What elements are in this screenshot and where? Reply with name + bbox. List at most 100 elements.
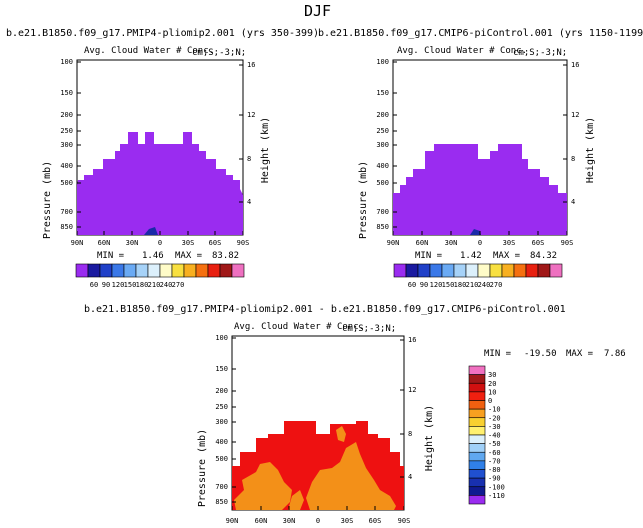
colorbar-swatch — [468, 495, 486, 505]
colorbar-swatch — [468, 374, 486, 384]
colorbar-label: 0 — [488, 397, 492, 405]
panel1-ytick: 100 — [60, 58, 73, 66]
panel2-units: cm;S;-3;N; — [513, 48, 568, 58]
panel3-min-label: MIN = — [484, 349, 512, 359]
panel1-units: cm;S;-3;N; — [192, 48, 247, 58]
colorbar-swatch — [441, 263, 455, 278]
panel2-subtitle: Avg. Cloud Water # Conc. — [397, 46, 528, 56]
colorbar-label: -70 — [488, 457, 501, 465]
colorbar-label: 10 — [488, 388, 496, 396]
colorbar-swatch — [525, 263, 539, 278]
panel2-ylabel: Pressure (mb) — [358, 161, 369, 239]
colorbar-swatch — [453, 263, 467, 278]
panel3-ytick: 250 — [215, 403, 228, 411]
panel2-y2tick: 12 — [571, 111, 579, 119]
colorbar-label: 20 — [488, 380, 496, 388]
colorbar-label: -60 — [488, 449, 501, 457]
colorbar-label: 60 — [90, 281, 98, 289]
panel1-min: 1.46 — [142, 251, 164, 261]
colorbar-swatch — [468, 426, 486, 436]
panel2-ytick: 250 — [376, 127, 389, 135]
panel2-xtick: 90S — [561, 239, 574, 247]
panel1-xtick: 90S — [237, 239, 250, 247]
colorbar-label: -90 — [488, 475, 501, 483]
panel1-xtick: 60N — [98, 239, 111, 247]
panel1-colorbar: 60 90 120 150 180 210 240 270 — [75, 263, 245, 289]
panel3-y2tick: 16 — [408, 336, 416, 344]
panel3-field-orange-5 — [288, 490, 304, 510]
colorbar-swatch — [159, 263, 173, 278]
colorbar-swatch — [123, 263, 137, 278]
panel2-title: b.e21.B1850.f09_g17.CMIP6-piControl.001 … — [318, 28, 643, 39]
panel2-plot: 100 150 200 250 300 400 500 700 850 16 1… — [358, 58, 596, 247]
panel1-y2tick: 16 — [247, 61, 255, 69]
panel3-ytick: 700 — [215, 483, 228, 491]
panel1-xtick: 30S — [182, 239, 195, 247]
panel3-xtick: 30N — [283, 517, 296, 525]
panel3-min: -19.50 — [524, 349, 557, 359]
colorbar-swatch — [468, 443, 486, 453]
colorbar-swatch — [147, 263, 161, 278]
panel2-min-label: MIN = — [415, 251, 443, 261]
colorbar-swatch — [417, 263, 431, 278]
panel2-xtick: 60S — [532, 239, 545, 247]
panel2-min: 1.42 — [460, 251, 482, 261]
panel3-field-orange-2 — [256, 490, 280, 510]
colorbar-swatch — [537, 263, 551, 278]
panel2-ytick: 200 — [376, 111, 389, 119]
colorbar-label: 240 — [160, 281, 173, 289]
panel3-ytick: 100 — [215, 334, 228, 342]
panel1-plot: 100 150 200 250 300 400 500 700 850 16 1… — [42, 58, 271, 247]
panel1-max-label: MAX = — [175, 251, 203, 261]
panel1-ytick: 250 — [60, 127, 73, 135]
panel1-xtick: 30N — [126, 239, 139, 247]
panel3-ytick: 400 — [215, 438, 228, 446]
colorbar-swatch — [468, 365, 486, 375]
colorbar-swatch — [183, 263, 197, 278]
colorbar-swatch — [477, 263, 491, 278]
colorbar-label: 120 — [430, 281, 443, 289]
colorbar-swatch — [219, 263, 233, 278]
colorbar-label: -10 — [488, 406, 501, 414]
colorbar-swatch — [429, 263, 443, 278]
panel2-y2tick: 8 — [571, 155, 575, 163]
colorbar-swatch — [171, 263, 185, 278]
panel1-ytick: 700 — [60, 208, 73, 216]
panel3-xtick: 60N — [255, 517, 268, 525]
colorbar-label: -110 — [488, 492, 505, 500]
panel3-ytick: 500 — [215, 455, 228, 463]
colorbar-label: -30 — [488, 423, 501, 431]
panel1-ytick: 150 — [60, 89, 73, 97]
colorbar-label: 180 — [454, 281, 467, 289]
colorbar-swatch — [111, 263, 125, 278]
colorbar-label: -40 — [488, 432, 501, 440]
colorbar-label: -20 — [488, 414, 501, 422]
colorbar-swatch — [468, 451, 486, 462]
panel1-xtick: 60S — [209, 239, 222, 247]
colorbar-swatch — [393, 263, 407, 278]
panel3-max: 7.86 — [604, 349, 626, 359]
colorbar-swatch — [468, 460, 486, 470]
panel2-ytick: 300 — [376, 141, 389, 149]
panel1-ytick: 400 — [60, 162, 73, 170]
panel1-max: 83.82 — [212, 251, 240, 261]
panel3-units: cm;S;-3;N; — [342, 324, 397, 334]
panel2-low-patch — [470, 229, 481, 235]
panel1-min-label: MIN = — [97, 251, 125, 261]
panel1-y2tick: 8 — [247, 155, 251, 163]
panel3-ytick: 200 — [215, 387, 228, 395]
colorbar-swatch — [207, 263, 221, 278]
colorbar-swatch — [468, 469, 486, 479]
colorbar-swatch — [468, 477, 486, 488]
panel3-xtick: 60S — [369, 517, 382, 525]
panel1-y2tick: 4 — [247, 198, 251, 206]
panel2-ytick: 150 — [376, 89, 389, 97]
colorbar-label: 60 — [408, 281, 416, 289]
colorbar-label: -100 — [488, 483, 505, 491]
colorbar-swatch — [513, 263, 527, 278]
colorbar-swatch — [468, 400, 486, 410]
colorbar-swatch — [231, 263, 245, 278]
panel2-y2tick: 16 — [571, 61, 579, 69]
colorbar-swatch — [501, 263, 515, 278]
colorbar-swatch — [99, 263, 113, 278]
